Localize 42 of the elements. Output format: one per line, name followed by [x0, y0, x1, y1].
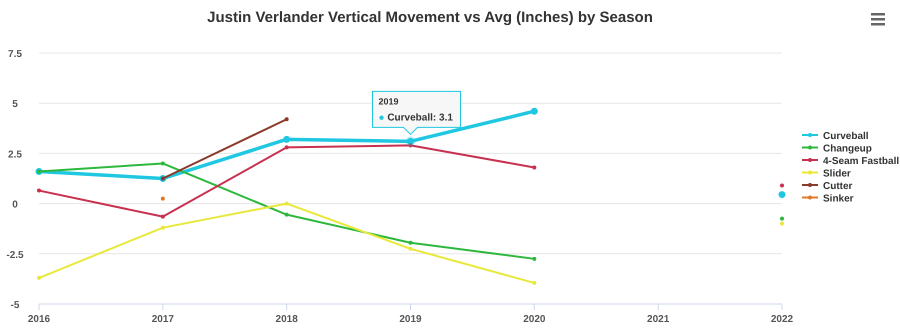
x-tick-label: 2019 — [399, 314, 422, 325]
point — [532, 256, 536, 261]
point — [160, 161, 165, 166]
point — [284, 202, 289, 206]
point — [160, 226, 165, 230]
legend-label: Changeup — [823, 144, 872, 154]
point — [284, 117, 289, 122]
x-tick-label: 2018 — [276, 314, 298, 325]
legend-label: Curveball — [823, 131, 869, 142]
point — [780, 184, 784, 188]
y-tick-label: -5 — [10, 300, 20, 311]
chart-title: Justin Verlander Vertical Movement vs Avg (Inches) by Season — [207, 9, 653, 26]
point — [532, 165, 536, 170]
point — [408, 240, 412, 245]
point — [284, 212, 289, 217]
x-tick-label: 2016 — [28, 314, 51, 325]
point — [284, 145, 289, 150]
legend-label: Cutter — [823, 181, 853, 192]
point — [780, 222, 784, 226]
annotation: 2019 ● Curveball: 3.1 — [378, 96, 454, 124]
point — [37, 276, 41, 280]
point — [780, 216, 784, 221]
point — [408, 143, 412, 148]
point — [532, 280, 536, 285]
x-tick-label: 2020 — [523, 314, 546, 325]
point — [160, 214, 165, 219]
x-tick-label: 2022 — [770, 314, 794, 325]
point — [408, 246, 412, 251]
x-tick-label: 2021 — [647, 314, 670, 325]
legend-label: Sinker — [823, 194, 854, 204]
legend-label: 4-Seam Fastball — [823, 156, 900, 167]
point — [37, 188, 41, 193]
point — [283, 136, 290, 143]
point — [530, 108, 538, 115]
y-tick-label: 7.5 — [8, 49, 22, 60]
y-tick-label: 5 — [12, 99, 18, 110]
y-tick-label: 2.5 — [8, 149, 22, 160]
y-tick-label: -2.5 — [6, 250, 24, 261]
y-tick-label: 0 — [12, 200, 18, 211]
point — [778, 191, 786, 198]
legend-label: Slider — [823, 168, 851, 180]
x-tick-label: 2017 — [152, 314, 174, 325]
